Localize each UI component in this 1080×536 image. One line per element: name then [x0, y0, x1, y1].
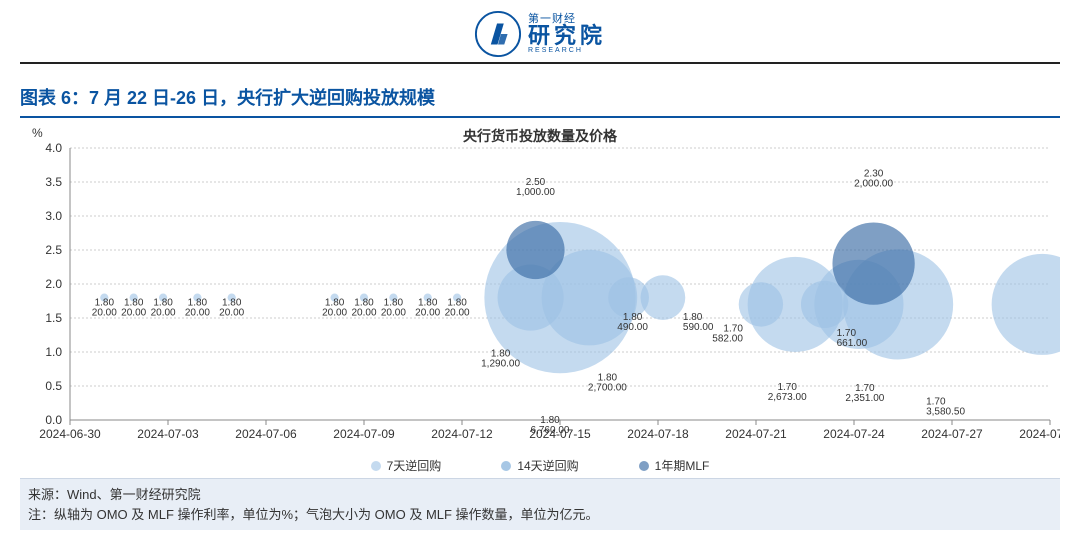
- svg-text:3.5: 3.5: [45, 175, 62, 189]
- logo-sub-text: RESEARCH: [528, 47, 606, 54]
- bubble-size-label: 2,673.00: [768, 392, 807, 403]
- bubble-size-label: 2,351.00: [845, 393, 884, 404]
- svg-text:0.0: 0.0: [45, 413, 62, 427]
- legend-label: 7天逆回购: [387, 457, 442, 474]
- legend-label: 14天逆回购: [517, 457, 578, 474]
- svg-text:0.5: 0.5: [45, 379, 62, 393]
- source-line-2: 注：纵轴为 OMO 及 MLF 操作利率，单位为%；气泡大小为 OMO 及 ML…: [28, 505, 1052, 525]
- svg-text:4.0: 4.0: [45, 141, 62, 155]
- bubble-size-label: 20.00: [322, 308, 347, 319]
- bubble: [801, 281, 848, 328]
- bubble-size-label: 20.00: [151, 308, 176, 319]
- logo-icon: [474, 10, 522, 58]
- svg-text:2024-07-03: 2024-07-03: [137, 427, 199, 441]
- legend-item: 7天逆回购: [371, 457, 442, 474]
- svg-text:2024-06-30: 2024-06-30: [39, 427, 101, 441]
- chart-caption: 图表 6：7 月 22 日-26 日，央行扩大逆回购投放规模: [20, 84, 1060, 118]
- bubble-size-label: 20.00: [351, 308, 376, 319]
- legend-label: 1年期MLF: [655, 457, 710, 474]
- bubble-size-label: 1,290.00: [481, 359, 520, 370]
- svg-text:2024-07-27: 2024-07-27: [921, 427, 983, 441]
- logo-main-text: 研究院: [528, 25, 606, 47]
- svg-text:3.0: 3.0: [45, 209, 62, 223]
- bubble: [506, 221, 564, 279]
- legend-item: 14天逆回购: [501, 457, 578, 474]
- bubble-size-label: 20.00: [121, 308, 146, 319]
- header: 第一财经 研究院 RESEARCH: [0, 0, 1080, 62]
- svg-text:2.0: 2.0: [45, 277, 62, 291]
- bubble-size-label: 3,580.50: [926, 406, 965, 417]
- bubble-size-label: 661.00: [837, 338, 868, 349]
- logo: 第一财经 研究院 RESEARCH: [474, 10, 606, 58]
- bubble-size-label: 590.00: [683, 322, 714, 333]
- bubble-size-label: 2,000.00: [854, 178, 893, 189]
- bubble-size-label: 582.00: [712, 334, 743, 345]
- bubble-size-label: 20.00: [185, 308, 210, 319]
- source-block: 来源：Wind、第一财经研究院 注：纵轴为 OMO 及 MLF 操作利率，单位为…: [20, 478, 1060, 530]
- svg-text:2024-07-18: 2024-07-18: [627, 427, 689, 441]
- svg-text:2024-07-06: 2024-07-06: [235, 427, 297, 441]
- svg-text:2024-07-09: 2024-07-09: [333, 427, 395, 441]
- svg-text:2024-07-24: 2024-07-24: [823, 427, 885, 441]
- bubble-size-label: 1,000.00: [516, 187, 555, 198]
- bubble-size-label: 20.00: [415, 308, 440, 319]
- legend-dot: [639, 461, 649, 471]
- bubble-size-label: 20.00: [92, 308, 117, 319]
- bubble-size-label: 6,760.00: [531, 425, 570, 436]
- svg-text:2024-07-30: 2024-07-30: [1019, 427, 1060, 441]
- bubble-size-label: 20.00: [381, 308, 406, 319]
- bubble-size-label: 20.00: [445, 308, 470, 319]
- svg-text:2.5: 2.5: [45, 243, 62, 257]
- legend-dot: [371, 461, 381, 471]
- svg-text:2024-07-12: 2024-07-12: [431, 427, 493, 441]
- legend-item: 1年期MLF: [639, 457, 710, 474]
- bubble-chart: 0.0 0.5 1.0 1.5 2.0 2.5 3.0 3.5 4.0 2024-06-30 202…: [20, 124, 1060, 474]
- chart-area: % 央行货币投放数量及价格 0.00.51.01.52.02.53.03.54.…: [20, 124, 1060, 474]
- bubble-size-label: 490.00: [617, 322, 648, 333]
- bubble-size-label: 20.00: [219, 308, 244, 319]
- source-line-1: 来源：Wind、第一财经研究院: [28, 485, 1052, 505]
- bubble: [739, 282, 783, 326]
- legend-dot: [501, 461, 511, 471]
- svg-text:2024-07-21: 2024-07-21: [725, 427, 787, 441]
- svg-text:1.5: 1.5: [45, 311, 62, 325]
- bubble-size-label: 2,700.00: [588, 382, 627, 393]
- top-divider: [20, 62, 1060, 64]
- svg-text:1.0: 1.0: [45, 345, 62, 359]
- bubble: [992, 254, 1060, 355]
- legend: 7天逆回购 14天逆回购 1年期MLF: [20, 457, 1060, 474]
